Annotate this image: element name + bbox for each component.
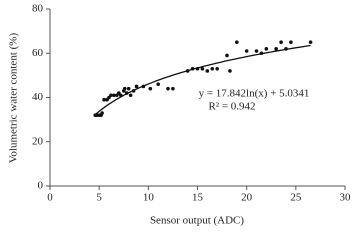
point (166, 86, 170, 91)
point (171, 86, 175, 91)
point (122, 86, 127, 91)
fit-equation: y = 17.842ln(x) + 5.0341 (199, 88, 310, 100)
point (128, 93, 133, 98)
trendline (94, 44, 311, 116)
point (289, 40, 293, 44)
point (244, 49, 249, 53)
point (225, 53, 229, 58)
x-tick-label: 10 (143, 192, 155, 204)
y-tick-label: 20 (32, 135, 44, 147)
point (112, 93, 116, 98)
point (264, 47, 269, 51)
x-tick-label: 30 (340, 192, 352, 204)
x-tick-label: 20 (241, 192, 253, 204)
x-axis-label: Sensor output (ADC) (150, 215, 244, 227)
point (200, 66, 205, 71)
point (254, 49, 259, 53)
point (205, 69, 210, 73)
fit-r2: R² = 0.942 (208, 101, 255, 113)
point (235, 40, 239, 44)
point (274, 47, 278, 51)
y-tick-label: 0 (38, 180, 44, 192)
point (109, 93, 113, 98)
x-tick-label: 5 (96, 192, 102, 204)
x-tick-label: 25 (290, 192, 302, 204)
point (156, 82, 160, 87)
point (279, 40, 283, 44)
point (228, 69, 232, 73)
y-axis-label: Volumetric water content (%) (8, 33, 20, 164)
point (134, 84, 139, 89)
point (215, 66, 219, 71)
y-tick-label: 40 (32, 91, 44, 103)
y-tick-label: 60 (32, 47, 44, 59)
x-tick-label: 0 (47, 192, 53, 204)
y-tick-label: 80 (32, 3, 44, 15)
point (148, 86, 153, 91)
point (210, 66, 215, 71)
point (126, 86, 131, 91)
x-tick-label: 15 (192, 192, 204, 204)
point (308, 40, 313, 44)
point (102, 97, 106, 102)
point (100, 111, 104, 115)
